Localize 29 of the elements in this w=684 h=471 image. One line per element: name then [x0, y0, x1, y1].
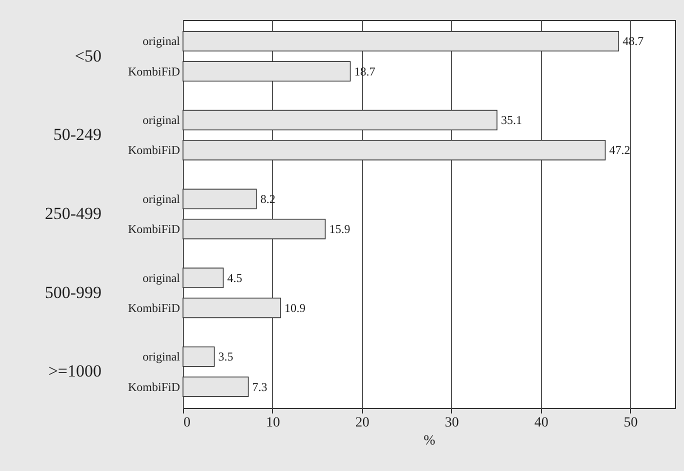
text: KombiFiD [128, 143, 180, 158]
text: original [142, 113, 180, 128]
series-label: original [142, 34, 181, 48]
y-tick-label: >=1000 [48, 362, 102, 381]
x-tick-label: 50 [624, 416, 638, 430]
data-label: 47.2 [609, 143, 630, 158]
text: KombiFiD [128, 222, 180, 236]
text: KombiFiD [128, 300, 180, 315]
y-tick-label: 500-999 [44, 282, 102, 302]
data-label: 7.3 [252, 380, 268, 394]
y-tick-label: 50-249 [53, 125, 102, 144]
x-axis-title: % [424, 434, 436, 448]
text: KombiFiD [128, 380, 180, 394]
x-tick-label: 0 [184, 416, 190, 430]
y-tick-label: 250-499 [44, 204, 102, 223]
series-label: KombiFiD [128, 64, 180, 78]
data-label: 3.5 [218, 350, 234, 364]
y-tick-label: <50 [74, 46, 102, 66]
x-tick-label: 40 [534, 416, 548, 430]
data-label: 15.9 [329, 222, 350, 236]
text: original [142, 270, 180, 285]
data-label: 4.5 [227, 270, 242, 285]
x-tick-label: 10 [266, 416, 280, 430]
x-tick-label: 30 [444, 416, 459, 430]
text: original [142, 350, 180, 364]
data-label: 10.9 [284, 300, 306, 315]
text: original [142, 192, 180, 206]
x-tick-label: 20 [355, 416, 370, 430]
data-label: 35.1 [500, 113, 522, 128]
